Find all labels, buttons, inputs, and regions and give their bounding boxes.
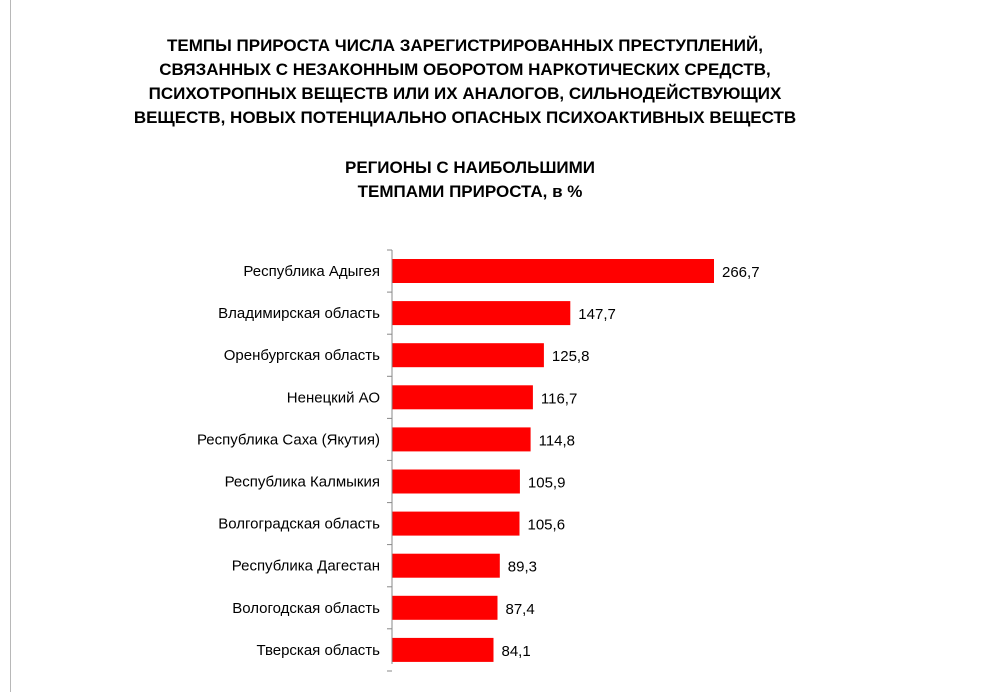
bar [392,427,531,452]
data-label: 116,7 [541,390,577,407]
bar [392,637,494,662]
bar [392,385,533,410]
chart-subtitle-line-1: РЕГИОНЫ С НАИБОЛЬШИМИ [344,158,596,177]
category-label: Республика Дагестан [232,558,380,575]
category-label: Тверская область [256,642,380,659]
bar [392,469,520,494]
bar [392,511,520,536]
category-label: Владимирская область [218,305,380,322]
chart-title-line-3: ПСИХОТРОПНЫХ ВЕЩЕСТВ ИЛИ ИХ АНАЛОГОВ, СИ… [148,84,782,103]
bar [392,259,714,283]
bar [392,343,544,368]
category-label: Вологодская область [232,600,380,617]
data-label: 89,3 [508,559,537,576]
data-label: 87,4 [506,601,535,618]
chart-title: ТЕМПЫ ПРИРОСТА ЧИСЛА ЗАРЕГИСТРИРОВАННЫХ … [60,34,870,130]
data-label: 84,1 [502,643,531,660]
bar [392,553,500,578]
data-label: 266,7 [722,264,760,281]
category-label: Оренбургская область [224,347,380,364]
category-label: Ненецкий АО [287,389,380,406]
category-label: Республика Саха (Якутия) [197,431,380,448]
data-label: 105,6 [528,517,566,534]
data-label: 105,9 [528,475,566,492]
page-left-border [10,0,11,692]
chart-subtitle-line-2: ТЕМПАМИ ПРИРОСТА, в % [357,182,583,201]
chart-title-line-1: ТЕМПЫ ПРИРОСТА ЧИСЛА ЗАРЕГИСТРИРОВАННЫХ … [167,36,763,55]
category-label: Республика Калмыкия [225,474,380,491]
chart-subtitle: РЕГИОНЫ С НАИБОЛЬШИМИ ТЕМПАМИ ПРИРОСТА, … [220,156,720,204]
bar [392,301,571,326]
data-label: 147,7 [578,306,616,323]
category-label: Республика Адыгея [243,263,380,280]
bar [392,595,498,620]
chart-title-line-2: СВЯЗАННЫХ С НЕЗАКОННЫМ ОБОРОТОМ НАРКОТИЧ… [159,60,771,79]
category-label: Волгоградская область [218,516,380,533]
data-label: 114,8 [539,432,575,449]
data-label: 125,8 [552,348,590,365]
chart-title-line-4: ВЕЩЕСТВ, НОВЫХ ПОТЕНЦИАЛЬНО ОПАСНЫХ ПСИХ… [133,108,797,127]
